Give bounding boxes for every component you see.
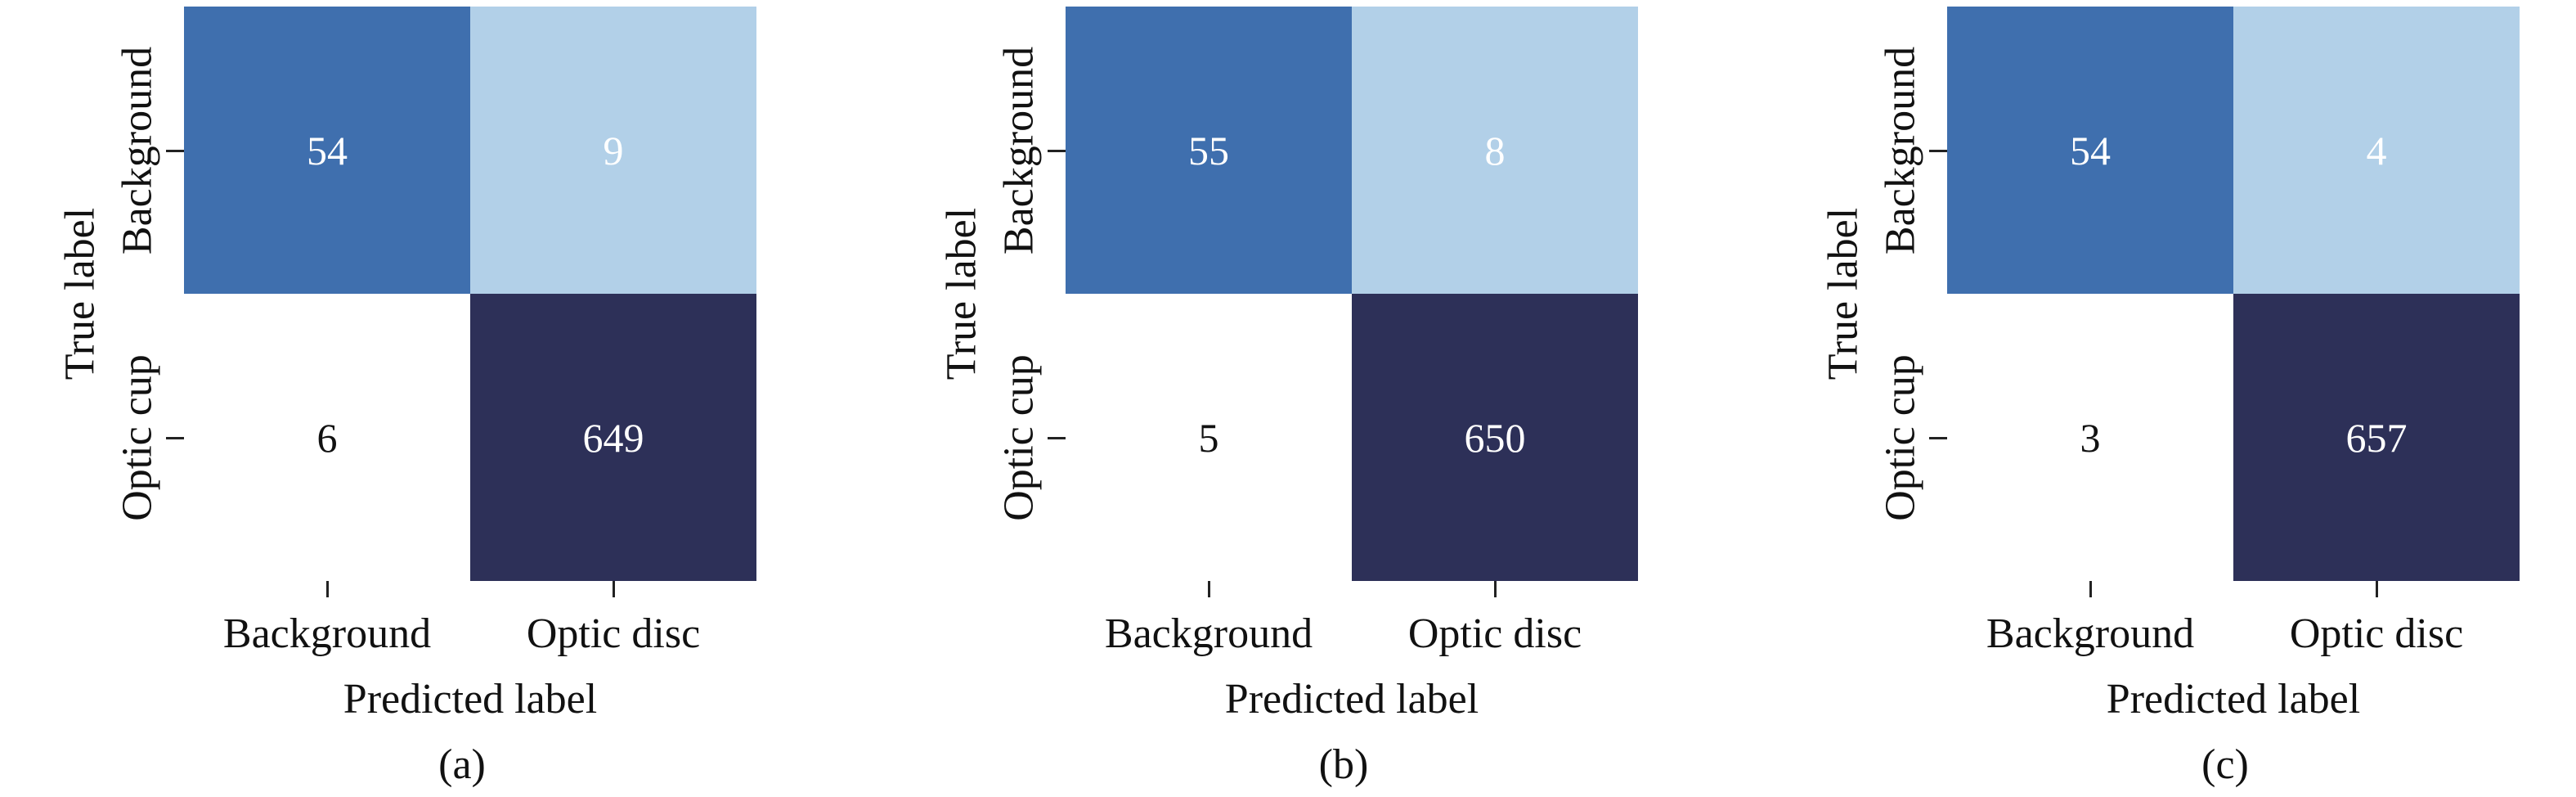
x-tick [2376, 581, 2378, 597]
x-tick-label: Optic disc [526, 610, 701, 657]
x-tick-label: Background [1104, 610, 1313, 657]
x-axis-title: Predicted label [2106, 676, 2361, 723]
y-axis-title: True label [938, 207, 985, 380]
x-tick [1208, 581, 1210, 597]
y-tick [1929, 149, 1947, 152]
matrix-cell: 8 [1352, 7, 1638, 294]
matrix-cell: 54 [184, 7, 470, 294]
panel-caption: (c) [2201, 741, 2249, 788]
panel-caption: (b) [1318, 741, 1369, 788]
confusion-matrix-panel: 54 4 3 657 Background Optic cup True label Back… [1763, 0, 2576, 797]
y-tick-label: Background [995, 46, 1043, 254]
y-axis-title: True label [1820, 207, 1867, 380]
y-tick-label: Background [1877, 46, 1924, 254]
matrix-cell: 4 [2233, 7, 2520, 294]
x-tick [613, 581, 615, 597]
y-tick [166, 436, 184, 439]
y-tick [166, 149, 184, 152]
y-axis-title: True label [56, 207, 104, 380]
y-tick [1048, 149, 1066, 152]
matrix-cell: 3 [1947, 294, 2233, 581]
matrix-plot-area: 54 9 6 649 [184, 7, 756, 581]
x-axis-title: Predicted label [343, 676, 598, 723]
matrix-plot-area: 54 4 3 657 [1947, 7, 2520, 581]
y-tick-label: Optic cup [114, 353, 161, 521]
matrix-cell: 649 [470, 294, 756, 581]
x-tick-label: Background [1986, 610, 2195, 657]
x-tick [1494, 581, 1497, 597]
y-tick [1048, 436, 1066, 439]
matrix-cell: 5 [1066, 294, 1352, 581]
y-tick-label: Background [114, 46, 161, 254]
y-tick-label: Optic cup [1877, 353, 1924, 521]
y-tick [1929, 436, 1947, 439]
x-tick-label: Background [222, 610, 432, 657]
confusion-matrix-panel: 54 9 6 649 Background Optic cup True label Back… [0, 0, 818, 797]
y-tick-label: Optic cup [995, 353, 1043, 521]
matrix-plot-area: 55 8 5 650 [1066, 7, 1638, 581]
confusion-matrix-panel: 55 8 5 650 Background Optic cup True label Back… [882, 0, 1699, 797]
x-axis-title: Predicted label [1224, 676, 1479, 723]
matrix-cell: 657 [2233, 294, 2520, 581]
x-tick-label: Optic disc [1407, 610, 1582, 657]
x-tick-label: Optic disc [2289, 610, 2464, 657]
matrix-cell: 54 [1947, 7, 2233, 294]
panel-caption: (a) [438, 741, 486, 788]
matrix-cell: 6 [184, 294, 470, 581]
x-tick [2089, 581, 2092, 597]
matrix-cell: 55 [1066, 7, 1352, 294]
matrix-cell: 9 [470, 7, 756, 294]
matrix-cell: 650 [1352, 294, 1638, 581]
x-tick [326, 581, 329, 597]
